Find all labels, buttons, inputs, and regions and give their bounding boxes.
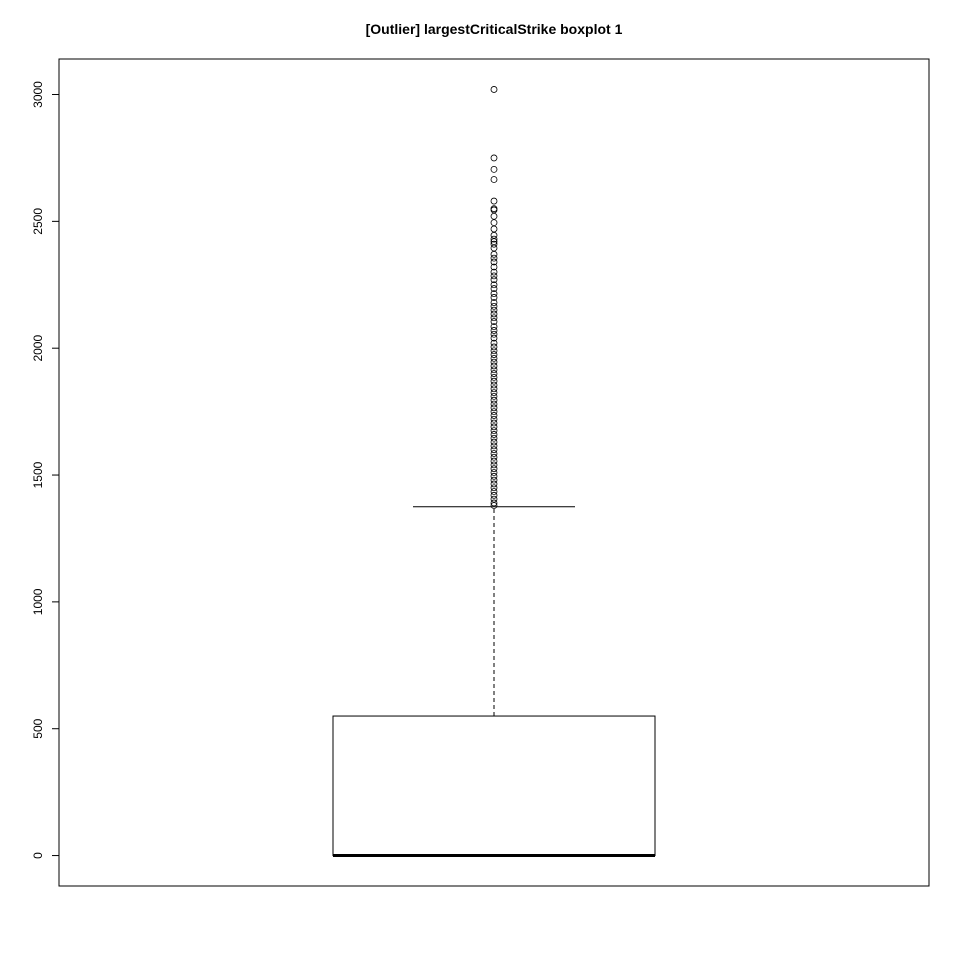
outlier-point: [490, 354, 498, 362]
outlier-point: [490, 154, 498, 162]
outlier-point: [490, 377, 498, 385]
outlier-point: [490, 302, 498, 310]
outlier-point: [490, 272, 498, 280]
outlier-point: [490, 330, 498, 338]
y-tick-label: 2000: [31, 335, 45, 362]
outlier-point: [490, 225, 498, 233]
outlier-point: [490, 450, 498, 457]
outlier-point: [490, 453, 498, 461]
outlier-point: [490, 351, 498, 358]
outlier-point: [490, 480, 498, 488]
outlier-point: [490, 268, 498, 276]
box-iqr: [332, 715, 656, 857]
outlier-point: [490, 165, 498, 173]
outlier-point: [490, 339, 498, 347]
outlier-point: [490, 86, 498, 93]
outlier-point: [490, 366, 498, 374]
outlier-point: [490, 499, 498, 507]
outlier-point: [490, 404, 498, 412]
outlier-point: [490, 258, 498, 266]
outlier-point: [490, 389, 498, 396]
outlier-point: [490, 254, 498, 262]
outlier-point: [490, 235, 498, 243]
outlier-point: [490, 314, 498, 322]
outlier-point: [490, 476, 498, 484]
y-tick-label: 1500: [31, 461, 45, 488]
outlier-point: [490, 362, 498, 370]
outlier-point: [490, 396, 498, 404]
outlier-point: [490, 381, 498, 389]
outlier-point: [490, 469, 498, 476]
box-layer: [332, 506, 656, 858]
y-tick-label: 2500: [31, 208, 45, 235]
outlier-point: [490, 419, 498, 427]
outlier-layer: [490, 86, 498, 509]
outlier-point: [490, 472, 498, 480]
outlier-point: [490, 392, 498, 400]
outlier-point: [490, 343, 498, 351]
outlier-point: [490, 438, 498, 446]
outlier-point: [490, 299, 498, 306]
outlier-point: [490, 488, 498, 495]
outlier-point: [490, 176, 498, 183]
outlier-point: [490, 412, 498, 419]
y-tick-label: 500: [31, 718, 45, 738]
outlier-point: [490, 323, 498, 331]
outlier-point: [490, 465, 498, 473]
outlier-point: [490, 446, 498, 454]
outlier-point: [490, 370, 498, 377]
outlier-point: [490, 385, 498, 393]
outlier-point: [490, 250, 498, 258]
outlier-point: [490, 281, 498, 289]
outlier-point: [490, 358, 498, 366]
outlier-point: [490, 457, 498, 465]
outlier-point: [490, 276, 498, 284]
outlier-point: [490, 244, 498, 252]
outlier-point: [490, 327, 498, 334]
chart-title: [Outlier] largestCriticalStrike boxplot …: [365, 21, 623, 37]
outlier-point: [490, 334, 498, 342]
outlier-point: [490, 373, 498, 381]
outlier-point: [490, 306, 498, 314]
plot-frame: [58, 58, 930, 887]
outlier-point: [490, 318, 498, 325]
outlier-point: [490, 415, 498, 423]
outlier-point: [490, 197, 498, 205]
outlier-point: [490, 263, 498, 271]
y-tick-label: 1000: [31, 588, 45, 615]
outlier-point: [490, 408, 498, 416]
y-tick-label: 3000: [31, 81, 45, 108]
outlier-point: [490, 502, 498, 509]
outlier-point: [490, 347, 498, 355]
outlier-point: [490, 491, 498, 499]
outlier-point: [490, 294, 498, 301]
outlier-point: [490, 240, 498, 248]
outlier-point: [490, 310, 498, 318]
outlier-point: [490, 212, 498, 220]
outlier-point: [490, 434, 498, 442]
outlier-point: [490, 400, 498, 408]
y-tick-label: 0: [31, 852, 45, 859]
outlier-point: [490, 484, 498, 492]
outlier-point: [490, 285, 498, 292]
outlier-point: [490, 442, 498, 450]
outlier-point: [490, 431, 498, 438]
outlier-point: [490, 427, 498, 435]
outlier-point: [490, 290, 498, 298]
outlier-point: [490, 461, 498, 469]
outlier-point: [490, 423, 498, 431]
outlier-point: [490, 219, 498, 227]
y-axis: 0 500 1000 1500 2000 2500 3000: [31, 81, 60, 859]
